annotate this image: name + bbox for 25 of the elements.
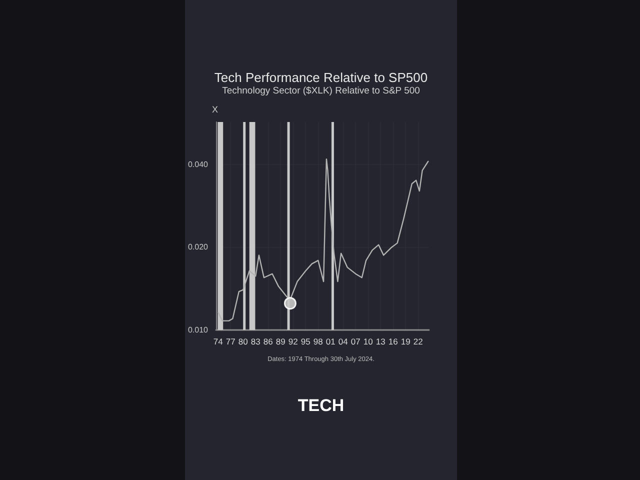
line-series	[218, 158, 429, 322]
x-tick-label: 95	[300, 336, 311, 346]
x-tick-label: 86	[263, 336, 274, 346]
y-tick-label: 0.040	[188, 160, 209, 169]
x-tick-label: 07	[350, 336, 361, 346]
chart-subtitle: Technology Sector ($XLK) Relative to S&P 500	[222, 86, 420, 96]
x-tick-label: 80	[238, 336, 248, 346]
x-tick-label: 01	[326, 336, 336, 346]
x-tick-label: 22	[413, 336, 424, 346]
x-tick-label: 10	[363, 336, 374, 346]
y-tick-label: 0.010	[188, 326, 209, 334]
x-tick-label: 92	[288, 336, 298, 346]
text: TECH	[296, 396, 346, 416]
chart-title: Tech Performance Relative to SP500	[214, 70, 428, 85]
x-tick-label: 04	[338, 336, 348, 346]
x-tick-label: 83	[250, 336, 261, 346]
x-tick-label: 89	[276, 336, 286, 346]
x-tick-label: 77	[226, 336, 236, 346]
x-tick-label: 74	[213, 336, 224, 346]
y-tick-label: 0.020	[188, 242, 209, 252]
x-tick-label: 98	[313, 336, 324, 346]
x-tick-label: 19	[400, 336, 411, 346]
x-tick-label: 13	[376, 336, 386, 346]
y-axis-title: X	[212, 104, 218, 114]
x-tick-label: 16	[388, 336, 398, 346]
